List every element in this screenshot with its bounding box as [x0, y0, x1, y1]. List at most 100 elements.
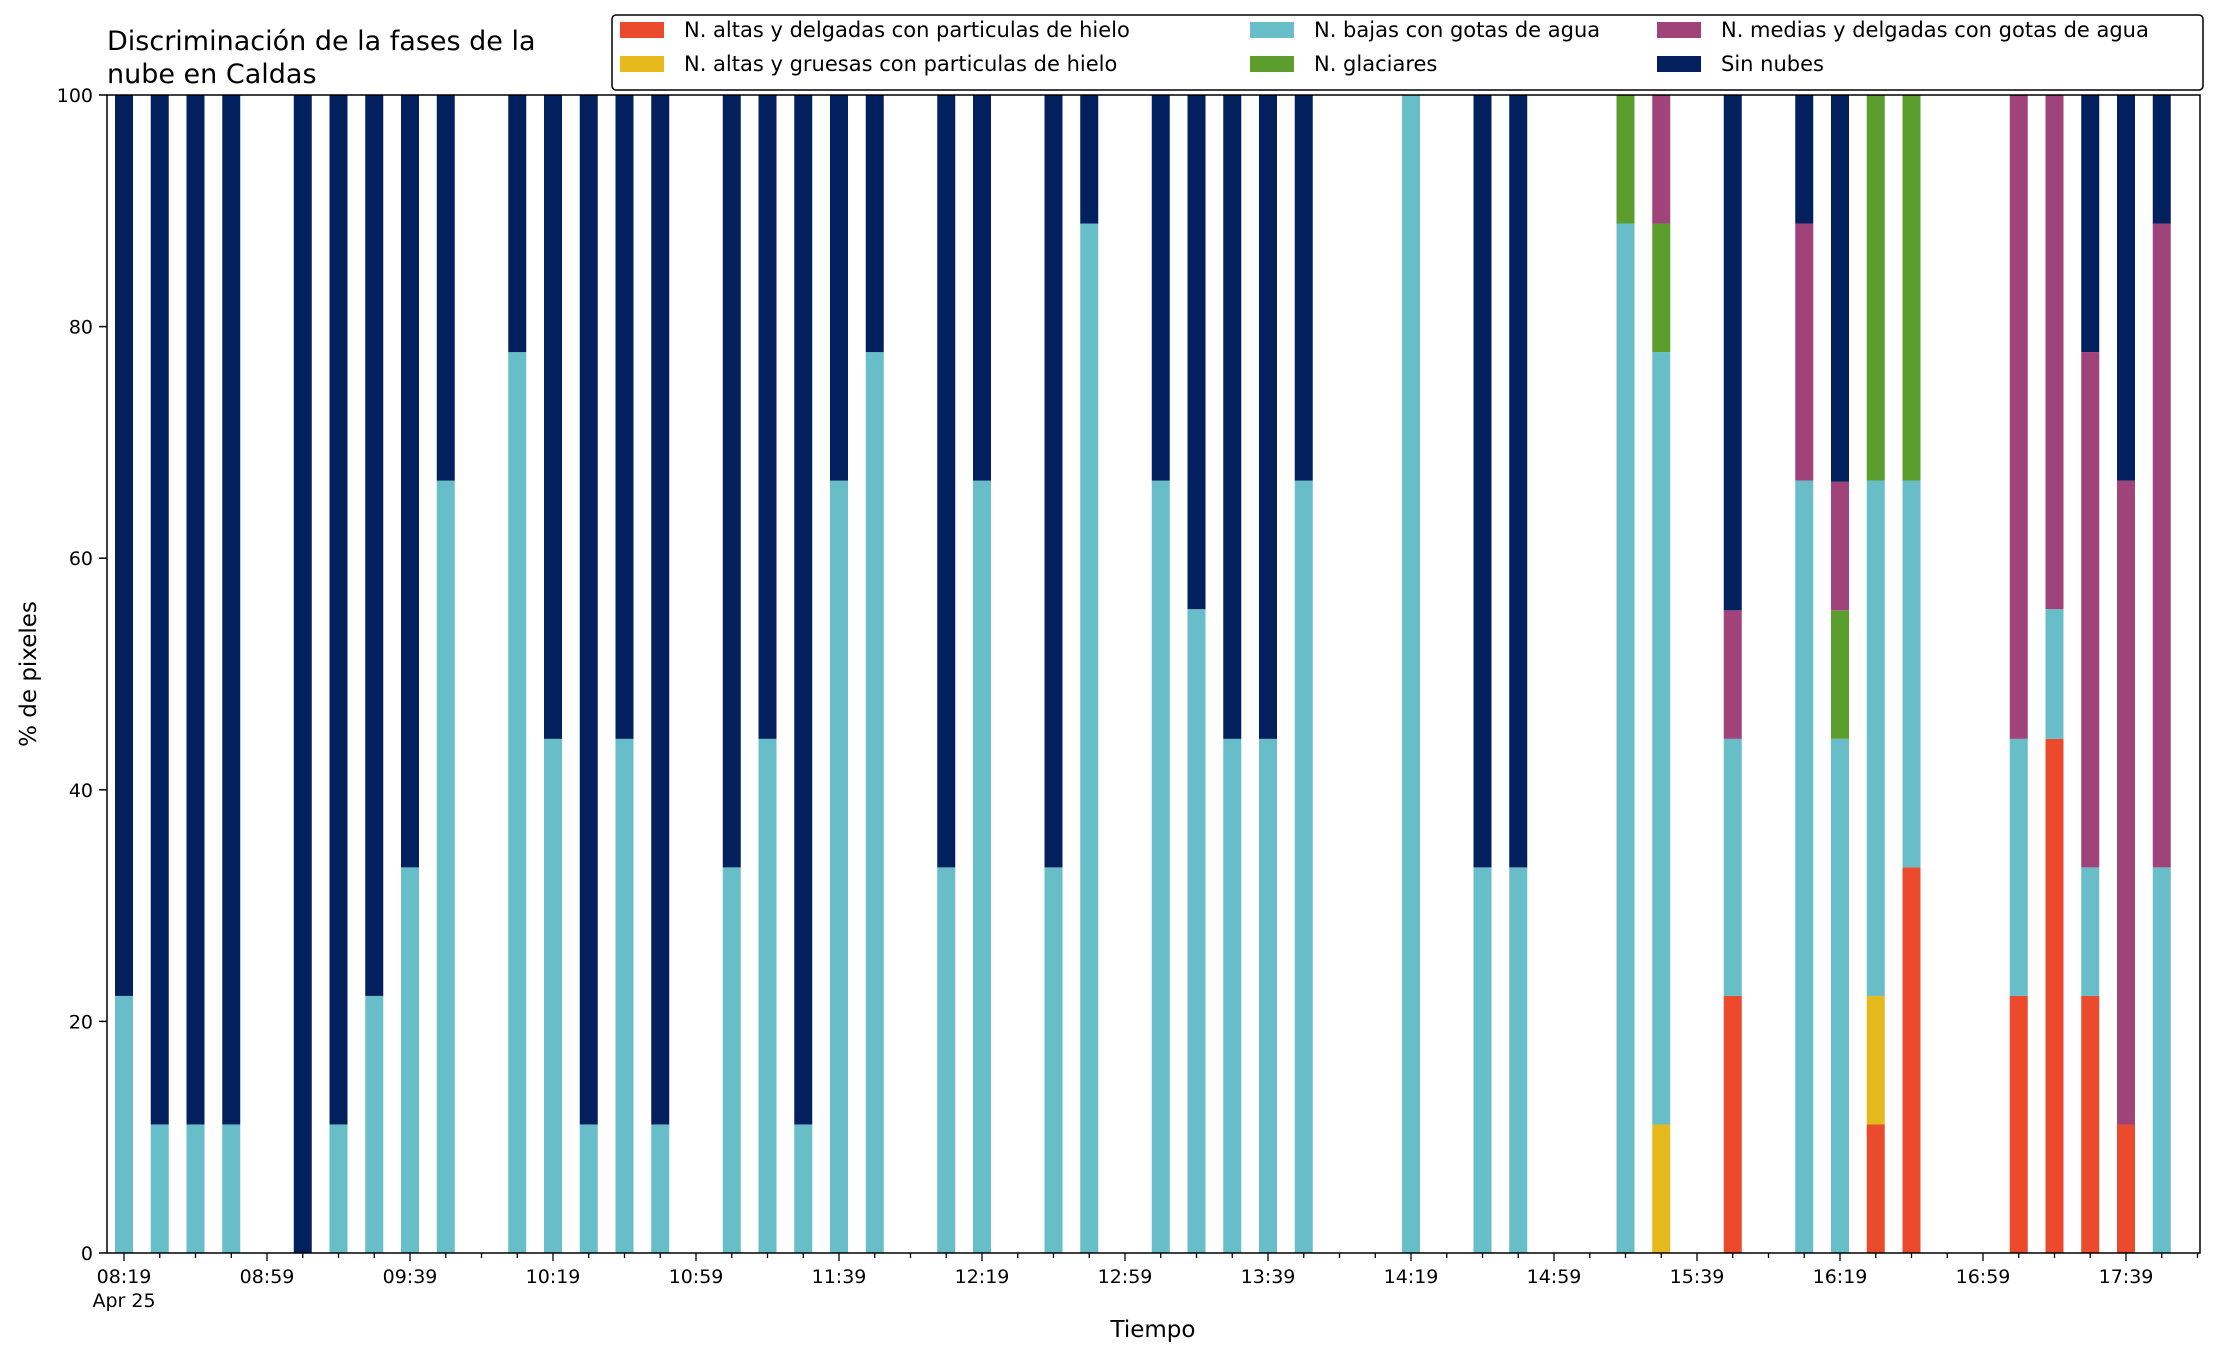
x-tick-label: 09:39 — [383, 1266, 438, 1288]
bar-segment — [1831, 738, 1849, 1253]
legend-swatch — [1250, 56, 1294, 72]
bar-segment — [2081, 867, 2100, 996]
bar-segment — [1259, 95, 1277, 739]
bar-segment — [2045, 609, 2064, 739]
bar-segment — [2009, 95, 2028, 739]
bar-segment — [722, 95, 741, 868]
x-tick-label: 12:59 — [1098, 1266, 1153, 1288]
bar-segment — [401, 867, 419, 1253]
legend-swatch — [620, 56, 664, 72]
bar-segment — [1652, 352, 1671, 1125]
bar-segment — [293, 95, 312, 1253]
legend-label: N. bajas con gotas de agua — [1314, 18, 1600, 42]
bar-segment — [1723, 610, 1742, 739]
bar-segment — [222, 95, 241, 1125]
bar-segment — [865, 95, 884, 353]
bar-segment — [2081, 995, 2100, 1253]
bar-segment — [794, 1124, 813, 1253]
bar-segment — [1902, 95, 1921, 481]
bar-segment — [722, 867, 741, 1253]
bar-segment — [1723, 95, 1742, 611]
x-tick-sublabel: Apr 25 — [92, 1290, 155, 1312]
bar-segment — [1795, 223, 1814, 481]
bar-segment — [1795, 95, 1814, 224]
bar-segment — [1294, 480, 1313, 1253]
bar-segment — [1831, 95, 1849, 482]
bar-segment — [115, 95, 133, 996]
bar-segment — [1151, 95, 1170, 481]
bar-segment — [150, 1124, 169, 1253]
bar-segment — [865, 352, 884, 1253]
bar-segment — [1866, 995, 1885, 1125]
bar-segment — [1652, 1124, 1671, 1253]
bar-segment — [794, 95, 813, 1125]
bar-segment — [579, 95, 598, 1125]
bar-segment — [1080, 95, 1099, 224]
bar-segment — [1044, 95, 1063, 868]
y-axis-label: % de pixeles — [16, 601, 42, 747]
bar-segment — [2045, 738, 2064, 1253]
legend-label: N. altas y gruesas con particulas de hie… — [684, 52, 1117, 76]
x-tick-label: 14:59 — [1527, 1266, 1582, 1288]
bar-segment — [544, 95, 562, 739]
bar-segment — [365, 95, 384, 996]
bar-segment — [579, 1124, 598, 1253]
x-tick-label: 08:19 — [97, 1266, 152, 1288]
y-tick-label: 60 — [69, 548, 93, 570]
bar-segment — [1866, 95, 1885, 481]
y-tick-label: 40 — [69, 780, 93, 802]
y-tick-label: 80 — [69, 317, 93, 339]
legend-swatch — [620, 22, 664, 38]
bar-segment — [1080, 223, 1099, 1254]
bar-segment — [1294, 95, 1313, 481]
bar-segment — [508, 95, 527, 353]
bar-segment — [1151, 480, 1170, 1253]
bar-segment — [1509, 95, 1528, 868]
bar-segment — [2152, 867, 2171, 1253]
chart-title-line: Discriminación de la fases de la — [107, 26, 536, 57]
bar-segment — [1473, 867, 1492, 1253]
legend-label: N. altas y delgadas con particulas de hi… — [684, 18, 1130, 42]
bar-segment — [2081, 352, 2100, 868]
legend: N. altas y delgadas con particulas de hi… — [611, 14, 2204, 91]
bar-segment — [2117, 1124, 2135, 1253]
bar-segment — [1473, 95, 1492, 868]
bar-segment — [2152, 223, 2171, 868]
bar-segment — [365, 995, 384, 1253]
bar-segment — [1223, 738, 1242, 1253]
bar-segment — [401, 95, 419, 868]
bar-segment — [1509, 867, 1528, 1253]
bar-segment — [2117, 95, 2135, 481]
bar-segment — [1044, 867, 1063, 1253]
y-axis: 0 20 40 60 80 100 — [57, 85, 107, 1265]
bar-segment — [2009, 995, 2028, 1253]
bar-segment — [2045, 95, 2064, 610]
bar-segment — [758, 95, 777, 739]
x-tick-label: 15:39 — [1670, 1266, 1725, 1288]
y-tick-label: 0 — [81, 1243, 93, 1265]
bar-segment — [1831, 610, 1849, 739]
bar-segment — [937, 867, 956, 1253]
bar-segment — [150, 95, 169, 1125]
bar-segment — [1866, 1124, 1885, 1253]
bar-segment — [615, 738, 634, 1253]
bar-segment — [1866, 480, 1885, 996]
bar-segment — [508, 352, 527, 1253]
x-tick-label: 10:59 — [669, 1266, 724, 1288]
bar-segment — [651, 1124, 670, 1253]
legend-box — [611, 14, 2204, 91]
bar-segment — [758, 738, 777, 1253]
bar-segment — [1402, 95, 1420, 1253]
bar-segment — [1723, 995, 1742, 1253]
bar-segment — [115, 995, 133, 1253]
bar-segment — [186, 95, 205, 1125]
bar-segment — [2152, 95, 2171, 224]
x-tick-label: 11:39 — [812, 1266, 867, 1288]
bar-segment — [937, 95, 956, 868]
bar-segment — [1616, 223, 1635, 1254]
bar-segment — [186, 1124, 205, 1253]
chart-title-line: nube en Caldas — [107, 59, 317, 90]
bar-segment — [1902, 480, 1921, 868]
